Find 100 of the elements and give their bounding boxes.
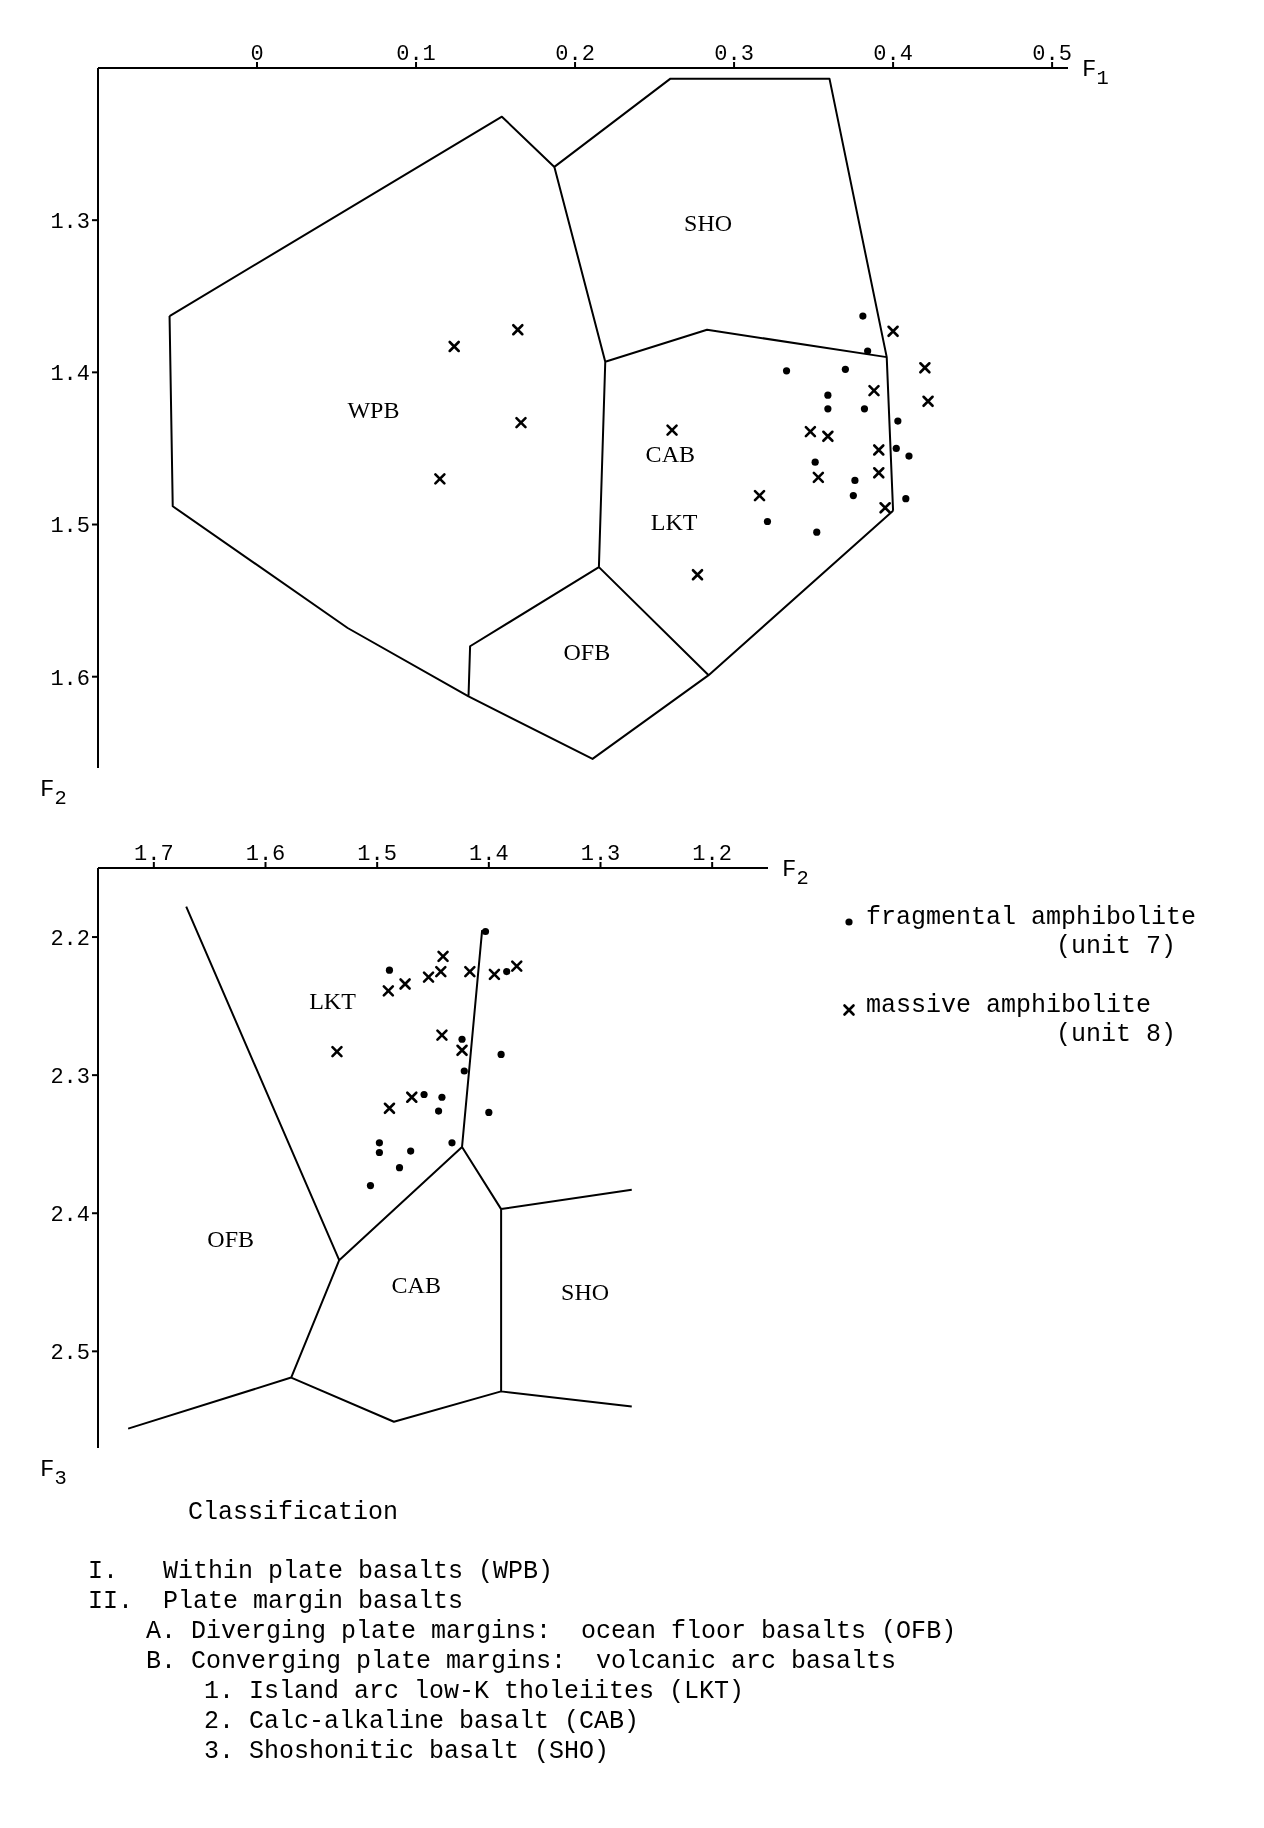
point bbox=[497, 1050, 505, 1059]
text: B. Converging plate margins: volcanic arc basalts bbox=[145, 1647, 898, 1677]
y-tick-label: 1.4 bbox=[50, 362, 90, 388]
point bbox=[435, 965, 447, 978]
y-tick-label: 1.3 bbox=[50, 209, 90, 235]
point bbox=[859, 312, 867, 320]
point bbox=[405, 1091, 418, 1104]
x-tick-label: 1.3 bbox=[580, 842, 621, 867]
point bbox=[438, 1093, 446, 1101]
point bbox=[872, 466, 885, 479]
point bbox=[485, 1108, 493, 1117]
point bbox=[458, 1035, 466, 1043]
point bbox=[804, 425, 817, 438]
x-tick-label: 1.2 bbox=[692, 842, 732, 867]
point bbox=[813, 528, 821, 536]
text: 3. Shoshonitic basalt (SHO) bbox=[203, 1737, 611, 1767]
text: I. Within plate basalts (WPB) bbox=[88, 1557, 555, 1587]
text: 2. Calc-alkaline basalt (CAB) bbox=[203, 1707, 641, 1737]
annotation: OFB bbox=[207, 1225, 254, 1253]
annotation: CAB bbox=[645, 440, 695, 468]
y-tick-label: 1.6 bbox=[50, 666, 90, 692]
text: Classification bbox=[187, 1498, 400, 1527]
point bbox=[481, 927, 490, 936]
point bbox=[902, 495, 910, 503]
point bbox=[905, 452, 913, 460]
point bbox=[510, 960, 523, 972]
annotation: LKT bbox=[650, 508, 698, 536]
point bbox=[407, 1147, 415, 1155]
y-tick-label: 1.5 bbox=[50, 514, 90, 540]
annotation: CAB bbox=[391, 1271, 441, 1299]
x-tick-label: 0.5 bbox=[1032, 42, 1072, 67]
y-tick-label: 2.4 bbox=[50, 1203, 90, 1229]
y-tick-label: 2.2 bbox=[50, 926, 90, 952]
point bbox=[395, 1164, 404, 1172]
point bbox=[851, 476, 859, 484]
x-tick-label: 0 bbox=[250, 42, 264, 67]
point bbox=[399, 978, 411, 990]
x-axis-title: F$_{2}$ bbox=[782, 856, 809, 890]
annotation: SHO bbox=[684, 209, 733, 237]
point bbox=[385, 966, 394, 974]
text: A. Diverging plate margins: ocean floor basalts (OFB) bbox=[145, 1617, 958, 1647]
point bbox=[879, 501, 891, 514]
point bbox=[892, 444, 900, 453]
y-axis-title: F$_{3}$ bbox=[40, 1456, 67, 1490]
text: II. Plate margin basalts bbox=[88, 1587, 465, 1617]
point bbox=[849, 492, 857, 500]
point bbox=[366, 1182, 375, 1190]
point bbox=[782, 367, 791, 375]
point bbox=[515, 416, 527, 429]
point bbox=[841, 365, 849, 373]
x-tick-label: 1.7 bbox=[134, 842, 174, 867]
point bbox=[812, 471, 825, 484]
point bbox=[811, 458, 819, 466]
x-tick-label: 0.4 bbox=[873, 42, 913, 67]
y-axis-title: F$_{2}$ bbox=[40, 776, 67, 810]
point bbox=[420, 1090, 428, 1099]
point bbox=[864, 347, 872, 355]
point bbox=[460, 1067, 468, 1075]
point bbox=[922, 395, 934, 408]
text: 1. Island arc low-K tholeiites (LKT) bbox=[203, 1677, 746, 1707]
point bbox=[382, 985, 395, 997]
point bbox=[824, 405, 832, 413]
point bbox=[434, 1107, 443, 1115]
x-tick-label: 0.3 bbox=[714, 42, 754, 67]
x-axis-title: F$_{1}$ bbox=[1082, 56, 1109, 90]
point bbox=[860, 405, 869, 413]
point bbox=[511, 323, 524, 336]
point bbox=[872, 444, 885, 456]
point bbox=[753, 489, 766, 502]
point bbox=[436, 1029, 448, 1041]
point bbox=[375, 1139, 383, 1147]
point bbox=[822, 430, 834, 443]
x-tick-label: 1.6 bbox=[245, 842, 286, 867]
point bbox=[824, 391, 832, 399]
annotation: WPB bbox=[347, 396, 400, 424]
point bbox=[383, 1102, 396, 1115]
point bbox=[448, 340, 460, 353]
point bbox=[464, 965, 476, 978]
point bbox=[437, 950, 449, 963]
point bbox=[503, 967, 511, 976]
point bbox=[456, 1044, 468, 1057]
point bbox=[448, 1139, 456, 1147]
x-tick-label: 0.2 bbox=[555, 42, 595, 67]
x-tick-label: 0.1 bbox=[396, 42, 436, 67]
point bbox=[763, 517, 772, 526]
legend-label: fragmental amphibolite (unit 7) bbox=[866, 903, 1197, 961]
x-tick-label: 1.5 bbox=[357, 842, 397, 867]
point bbox=[488, 968, 501, 981]
legend-label: massive amphibolite (unit 8) bbox=[866, 991, 1177, 1049]
y-tick-label: 2.5 bbox=[50, 1341, 90, 1367]
point bbox=[666, 424, 678, 436]
point bbox=[691, 568, 704, 581]
point bbox=[375, 1148, 383, 1157]
point bbox=[434, 473, 446, 485]
point bbox=[887, 325, 899, 338]
annotation: LKT bbox=[309, 987, 356, 1015]
point bbox=[894, 417, 902, 425]
annotation: SHO bbox=[561, 1278, 610, 1306]
point bbox=[868, 384, 880, 397]
annotation: OFB bbox=[563, 638, 611, 666]
